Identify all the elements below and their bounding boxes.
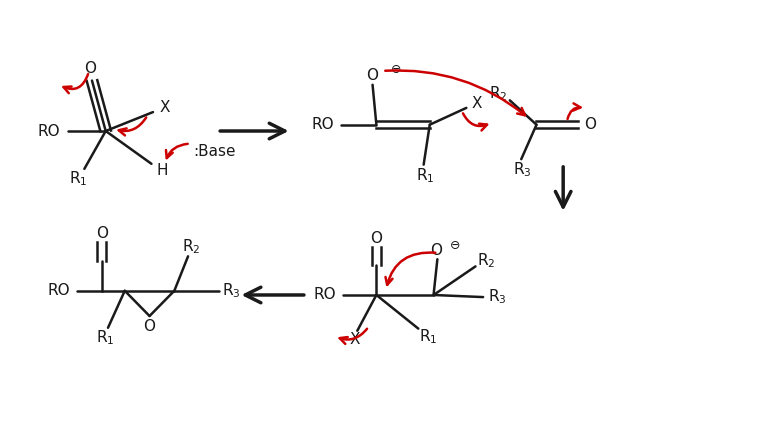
Text: O: O <box>144 319 156 334</box>
Text: O: O <box>84 61 97 76</box>
Text: R$_2$: R$_2$ <box>477 251 495 270</box>
Text: X: X <box>472 96 482 111</box>
Text: R$_3$: R$_3$ <box>488 288 506 306</box>
Text: H: H <box>157 163 168 178</box>
Text: R$_2$: R$_2$ <box>182 238 200 256</box>
Text: $\ominus$: $\ominus$ <box>390 63 401 76</box>
Text: X: X <box>349 331 360 347</box>
Text: R$_1$: R$_1$ <box>97 328 115 347</box>
Text: :Base: :Base <box>194 144 236 159</box>
Text: RO: RO <box>313 288 336 302</box>
Text: O: O <box>370 231 382 246</box>
Text: O: O <box>366 68 379 83</box>
Text: O: O <box>96 226 108 241</box>
Text: O: O <box>584 117 596 132</box>
Text: R$_1$: R$_1$ <box>419 327 438 345</box>
Text: R$_1$: R$_1$ <box>69 169 88 188</box>
Text: R$_1$: R$_1$ <box>416 166 435 184</box>
Text: RO: RO <box>312 117 334 132</box>
Text: X: X <box>160 101 170 115</box>
Text: R$_3$: R$_3$ <box>514 160 532 178</box>
Text: R$_3$: R$_3$ <box>222 282 241 300</box>
Text: RO: RO <box>47 283 70 298</box>
Text: $\ominus$: $\ominus$ <box>449 239 461 252</box>
Text: O: O <box>430 243 442 258</box>
Text: R$_2$: R$_2$ <box>489 84 508 103</box>
Text: RO: RO <box>37 124 60 138</box>
